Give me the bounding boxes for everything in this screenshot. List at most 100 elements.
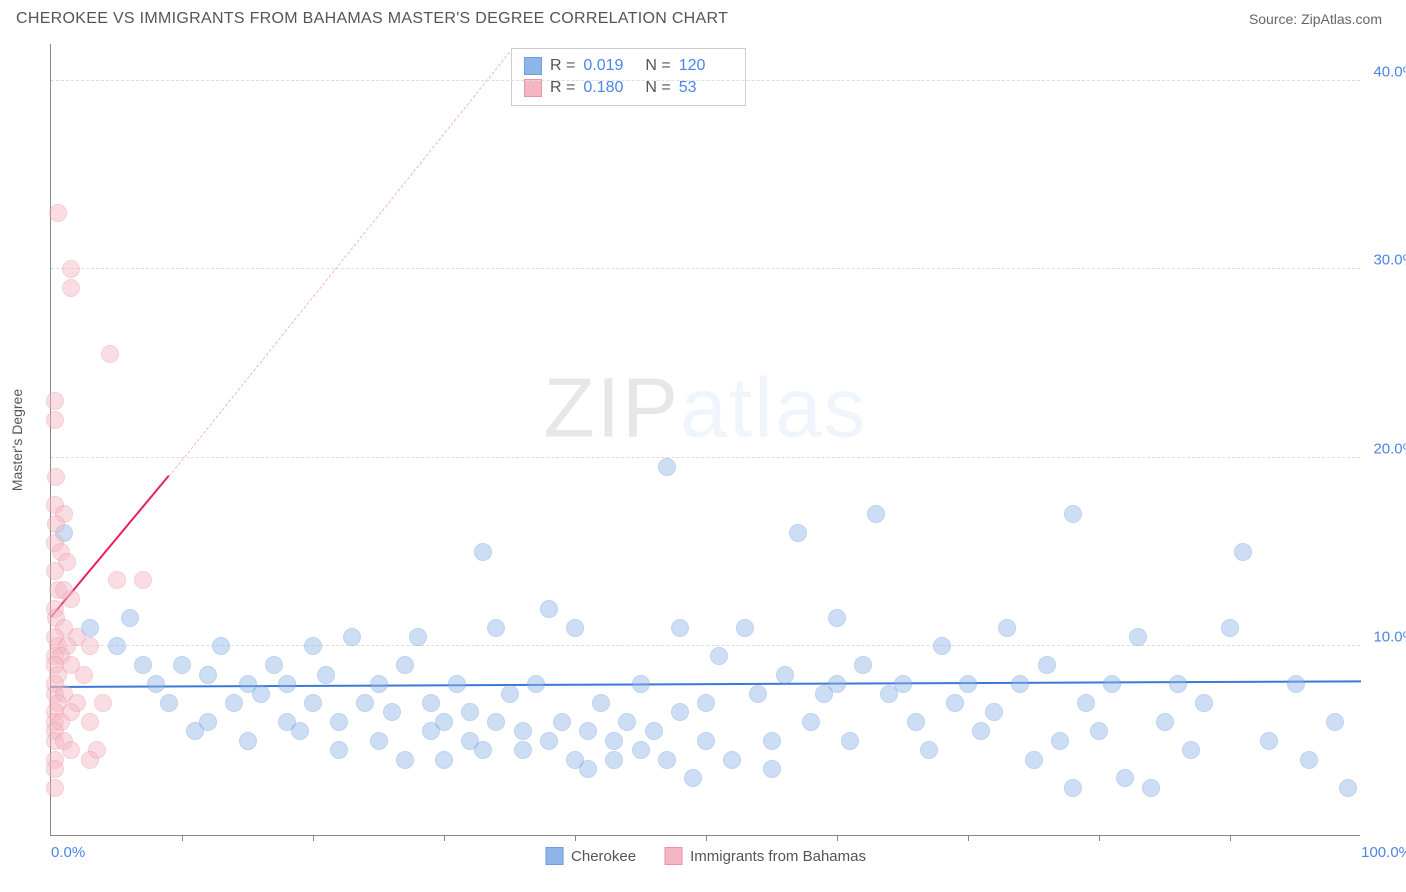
data-point <box>46 411 64 429</box>
data-point <box>998 619 1016 637</box>
data-point <box>1011 675 1029 693</box>
data-point <box>435 713 453 731</box>
x-tick <box>968 835 969 841</box>
data-point <box>697 694 715 712</box>
data-point <box>62 260 80 278</box>
n-label: N = <box>645 79 670 97</box>
legend-item-series2: Immigrants from Bahamas <box>664 847 866 865</box>
data-point <box>1064 779 1082 797</box>
data-point <box>55 581 73 599</box>
data-point <box>632 675 650 693</box>
data-point <box>317 666 335 684</box>
watermark-bold: ZIP <box>543 360 680 454</box>
data-point <box>199 666 217 684</box>
data-point <box>592 694 610 712</box>
data-point <box>94 694 112 712</box>
gridline <box>51 645 1360 646</box>
data-point <box>933 637 951 655</box>
data-point <box>1339 779 1357 797</box>
y-tick-label: 40.0% <box>1366 63 1406 80</box>
data-point <box>828 609 846 627</box>
data-point <box>81 751 99 769</box>
data-point <box>383 703 401 721</box>
x-tick <box>837 835 838 841</box>
data-point <box>553 713 571 731</box>
data-point <box>907 713 925 731</box>
data-point <box>474 741 492 759</box>
data-point <box>108 637 126 655</box>
data-point <box>527 675 545 693</box>
data-point <box>723 751 741 769</box>
data-point <box>330 741 348 759</box>
data-point <box>618 713 636 731</box>
data-point <box>763 732 781 750</box>
data-point <box>645 722 663 740</box>
data-point <box>1195 694 1213 712</box>
y-axis-label: Master's Degree <box>9 388 25 490</box>
data-point <box>579 760 597 778</box>
data-point <box>147 675 165 693</box>
data-point <box>1116 769 1134 787</box>
data-point <box>632 741 650 759</box>
legend-label-series2: Immigrants from Bahamas <box>690 848 866 865</box>
data-point <box>684 769 702 787</box>
legend-swatch-series1 <box>545 847 563 865</box>
data-point <box>1156 713 1174 731</box>
swatch-series2 <box>524 79 542 97</box>
data-point <box>1142 779 1160 797</box>
data-point <box>736 619 754 637</box>
data-point <box>605 751 623 769</box>
x-tick <box>313 835 314 841</box>
data-point <box>474 543 492 561</box>
x-axis-max-label: 100.0% <box>1361 844 1406 861</box>
data-point <box>239 732 257 750</box>
x-tick <box>1099 835 1100 841</box>
data-point <box>501 685 519 703</box>
data-point <box>1090 722 1108 740</box>
data-point <box>291 722 309 740</box>
data-point <box>658 458 676 476</box>
x-tick <box>182 835 183 841</box>
chart-title: CHEROKEE VS IMMIGRANTS FROM BAHAMAS MAST… <box>16 10 728 28</box>
data-point <box>304 694 322 712</box>
data-point <box>461 703 479 721</box>
gridline <box>51 268 1360 269</box>
correlation-stats-box: R = 0.019 N = 120 R = 0.180 N = 53 <box>511 48 746 106</box>
x-tick <box>444 835 445 841</box>
data-point <box>867 505 885 523</box>
data-point <box>134 656 152 674</box>
legend-item-series1: Cherokee <box>545 847 636 865</box>
watermark: ZIPatlas <box>543 359 867 456</box>
data-point <box>710 647 728 665</box>
data-point <box>658 751 676 769</box>
data-point <box>776 666 794 684</box>
r-label: R = <box>550 79 575 97</box>
data-point <box>212 637 230 655</box>
data-point <box>409 628 427 646</box>
x-tick <box>706 835 707 841</box>
data-point <box>828 675 846 693</box>
data-point <box>749 685 767 703</box>
data-point <box>697 732 715 750</box>
data-point <box>199 713 217 731</box>
data-point <box>894 675 912 693</box>
data-point <box>62 741 80 759</box>
data-point <box>1260 732 1278 750</box>
data-point <box>396 751 414 769</box>
trend-line <box>169 52 510 477</box>
data-point <box>1182 741 1200 759</box>
gridline <box>51 457 1360 458</box>
n-value-series2: 53 <box>679 79 733 97</box>
data-point <box>1038 656 1056 674</box>
data-point <box>566 619 584 637</box>
r-value-series1: 0.019 <box>583 57 637 75</box>
y-tick-label: 10.0% <box>1366 629 1406 646</box>
data-point <box>81 637 99 655</box>
data-point <box>278 675 296 693</box>
data-point <box>47 468 65 486</box>
data-point <box>854 656 872 674</box>
data-point <box>75 666 93 684</box>
x-tick <box>1230 835 1231 841</box>
data-point <box>605 732 623 750</box>
data-point <box>101 345 119 363</box>
